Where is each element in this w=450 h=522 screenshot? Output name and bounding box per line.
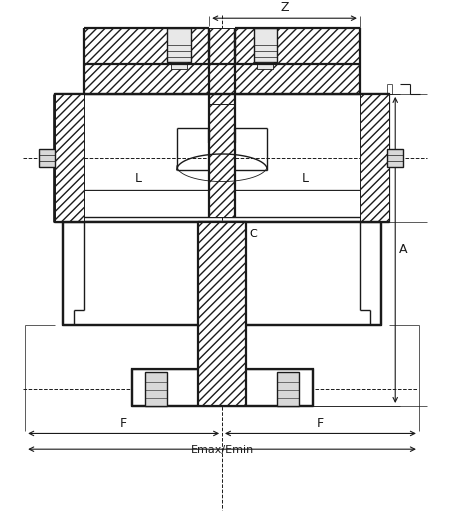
Bar xyxy=(209,28,235,143)
Bar xyxy=(84,64,360,94)
Bar xyxy=(209,104,235,217)
Text: A: A xyxy=(399,243,408,256)
Bar xyxy=(253,28,277,62)
Bar xyxy=(131,370,313,406)
Bar xyxy=(235,28,360,64)
Bar xyxy=(167,28,190,62)
Text: L: L xyxy=(302,172,309,185)
Text: F: F xyxy=(120,417,127,430)
Text: K: K xyxy=(382,153,390,163)
Text: L: L xyxy=(135,172,142,185)
Bar xyxy=(277,372,299,406)
Bar xyxy=(360,94,389,222)
Bar xyxy=(39,149,55,167)
Text: F: F xyxy=(317,417,324,430)
Text: B: B xyxy=(369,185,376,195)
Bar xyxy=(63,222,382,325)
Text: Emax/Emin: Emax/Emin xyxy=(190,445,254,455)
Text: Z: Z xyxy=(280,1,289,14)
Text: C: C xyxy=(250,229,257,239)
Bar xyxy=(198,222,246,406)
Bar xyxy=(55,94,84,222)
Bar xyxy=(145,372,167,406)
Bar xyxy=(171,62,187,69)
Bar xyxy=(55,94,389,222)
Bar xyxy=(84,28,209,64)
Bar xyxy=(387,149,403,167)
Bar xyxy=(257,62,273,69)
